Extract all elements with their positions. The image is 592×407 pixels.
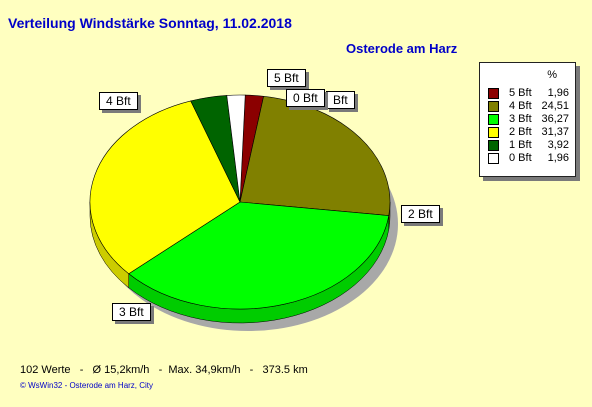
- legend-value: 1,96: [547, 87, 569, 99]
- legend-row: 0 Bft 1,96: [486, 152, 572, 165]
- legend-swatch: [488, 127, 499, 138]
- legend-swatch: [488, 114, 499, 125]
- footer-credit: © WsWin32 - Osterode am Harz, City: [20, 381, 154, 390]
- callout-2-bft: 2 Bft: [401, 205, 440, 223]
- legend-value: 31,37: [541, 126, 569, 138]
- pie-slice: [128, 201, 390, 310]
- legend-label: 1 Bft: [509, 139, 532, 151]
- legend-value: 3,92: [547, 139, 569, 151]
- legend-label: 0 Bft: [509, 152, 532, 164]
- legend-value: 1,96: [547, 152, 569, 164]
- legend-row: 3 Bft 36,27: [486, 113, 572, 126]
- legend: % 5 Bft 1,96 4 Bft 24,51 3 Bft 36,27 2 B…: [479, 62, 576, 177]
- pie-slice: [226, 94, 246, 203]
- callout-bft-partial: Bft: [326, 91, 355, 109]
- footer-stats: 102 Werte - Ø 15,2km/h - Max. 34,9km/h -…: [20, 364, 308, 376]
- chart-subtitle: Osterode am Harz: [346, 41, 458, 56]
- legend-label: 3 Bft: [509, 113, 532, 125]
- legend-swatch: [488, 153, 499, 164]
- legend-header: %: [547, 69, 557, 81]
- chart-title: Verteilung Windstärke Sonntag, 11.02.201…: [8, 15, 292, 31]
- callout-3-bft: 3 Bft: [112, 303, 151, 321]
- legend-swatch: [488, 140, 499, 151]
- legend-label: 2 Bft: [509, 126, 532, 138]
- legend-row: 4 Bft 24,51: [486, 100, 572, 113]
- callout-5-bft: 5 Bft: [267, 69, 306, 87]
- legend-label: 5 Bft: [509, 87, 532, 99]
- pie-slice: [89, 100, 241, 275]
- legend-value: 36,27: [541, 113, 569, 125]
- legend-row: 1 Bft 3,92: [486, 139, 572, 152]
- legend-row: 2 Bft 31,37: [486, 126, 572, 139]
- legend-value: 24,51: [541, 100, 569, 112]
- callout-0-bft: 0 Bft: [286, 89, 325, 107]
- pie-slice: [239, 96, 391, 216]
- legend-row: 5 Bft 1,96: [486, 87, 572, 100]
- legend-swatch: [488, 88, 499, 99]
- legend-swatch: [488, 101, 499, 112]
- legend-label: 4 Bft: [509, 100, 532, 112]
- callout-4-bft: 4 Bft: [99, 92, 138, 110]
